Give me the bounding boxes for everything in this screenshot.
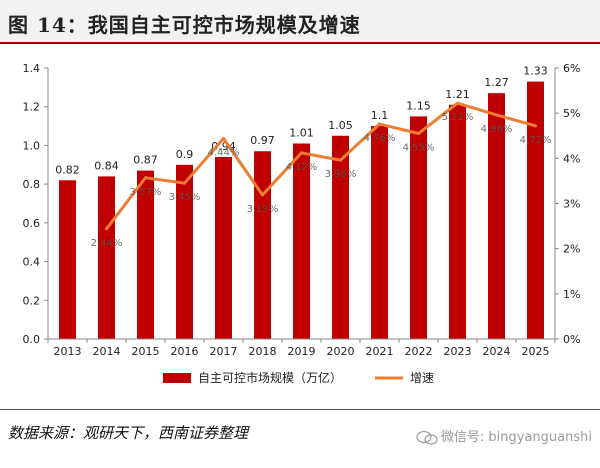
bar-2017 bbox=[215, 157, 232, 339]
growth-point-2024 bbox=[495, 113, 498, 117]
x-tick-label: 2020 bbox=[327, 345, 355, 358]
growth-value-label: 4.55% bbox=[403, 142, 435, 153]
bar-2016 bbox=[176, 164, 193, 339]
growth-value-label: 4.96% bbox=[481, 124, 513, 135]
growth-point-2014 bbox=[105, 227, 108, 231]
y-left-tick-label: 1.0 bbox=[23, 139, 41, 152]
growth-point-2016 bbox=[183, 181, 186, 185]
x-tick-label: 2023 bbox=[444, 345, 472, 358]
bar-2014 bbox=[98, 176, 115, 339]
bar-series bbox=[59, 81, 544, 340]
growth-value-label: 2.44% bbox=[91, 238, 123, 249]
chart-title: 图 14：我国自主可控市场规模及增速 bbox=[8, 13, 361, 37]
growth-value-label: 3.96% bbox=[325, 169, 357, 180]
legend-swatch-bar bbox=[163, 373, 191, 383]
bar-value-label: 0.97 bbox=[250, 134, 275, 147]
growth-value-label: 4.44% bbox=[208, 147, 240, 158]
y-left-tick-label: 0.8 bbox=[23, 178, 41, 191]
y-right-tick-label: 4% bbox=[563, 152, 580, 165]
growth-point-2015 bbox=[144, 176, 147, 180]
growth-point-2025 bbox=[534, 124, 537, 128]
y-right-tick-label: 1% bbox=[563, 288, 580, 301]
bar-value-label: 0.9 bbox=[176, 148, 194, 161]
line-series bbox=[105, 101, 537, 231]
line-value-labels: 2.44% 3.57% 3.45% 4.44% 3.19% 4.12% 3.96% 4.76%… bbox=[91, 112, 552, 249]
bar-2019 bbox=[293, 143, 310, 339]
y-right-tick-label: 5% bbox=[563, 107, 580, 120]
x-tick-label: 2024 bbox=[483, 345, 511, 358]
x-tick-label: 2019 bbox=[288, 345, 316, 358]
bar-2018 bbox=[254, 151, 271, 339]
y-left-tick-label: 0.2 bbox=[23, 294, 41, 307]
x-tick-label: 2025 bbox=[522, 345, 550, 358]
bar-2025 bbox=[527, 81, 544, 340]
legend: 自主可控市场规模（万亿） 增速 bbox=[163, 370, 434, 385]
bar-value-label: 1.27 bbox=[484, 76, 509, 89]
bar-2015 bbox=[137, 170, 154, 339]
growth-point-2019 bbox=[300, 151, 303, 155]
growth-value-label: 3.57% bbox=[130, 187, 162, 198]
bar-value-label: 0.84 bbox=[94, 159, 119, 172]
bar-2022 bbox=[410, 116, 427, 340]
x-tick-label: 2013 bbox=[54, 345, 82, 358]
y-left-tick-label: 0.4 bbox=[23, 256, 41, 269]
title-bar: 图 14：我国自主可控市场规模及增速 bbox=[0, 0, 600, 44]
bar-2021 bbox=[371, 126, 388, 339]
growth-line bbox=[105, 101, 536, 230]
x-tick-label: 2014 bbox=[93, 345, 121, 358]
legend-label-bar: 自主可控市场规模（万亿） bbox=[198, 370, 342, 385]
y-right-tick-label: 3% bbox=[563, 198, 580, 211]
y-left-tick-label: 1.4 bbox=[23, 62, 41, 75]
growth-value-label: 4.12% bbox=[286, 162, 318, 173]
source-note: 数据来源：观研天下，西南证券整理 bbox=[8, 424, 249, 442]
x-tick-label: 2016 bbox=[171, 345, 199, 358]
x-tick-label: 2017 bbox=[210, 345, 238, 358]
y-right-tick-label: 6% bbox=[563, 62, 580, 75]
bar-value-label: 1.01 bbox=[289, 126, 314, 139]
growth-value-label: 3.45% bbox=[169, 192, 201, 203]
footer-rule bbox=[0, 409, 600, 410]
growth-value-label: 4.76% bbox=[364, 133, 396, 144]
x-tick-label: 2022 bbox=[405, 345, 433, 358]
growth-point-2020 bbox=[339, 158, 342, 162]
bar-value-label: 1.33 bbox=[523, 65, 548, 78]
bar-value-label: 1.05 bbox=[328, 119, 353, 132]
growth-point-2023 bbox=[456, 101, 459, 105]
growth-point-2022 bbox=[417, 131, 420, 135]
growth-point-2021 bbox=[378, 122, 381, 126]
bar-2023 bbox=[449, 104, 466, 340]
bar-2024 bbox=[488, 93, 505, 340]
y-axis-right: 0% 1% 2% 3% 4% 5% 6% bbox=[554, 62, 580, 346]
bar-2020 bbox=[332, 135, 349, 339]
bar-value-label: 1.1 bbox=[371, 109, 389, 122]
x-tick-label: 2018 bbox=[249, 345, 277, 358]
y-left-tick-label: 0.6 bbox=[23, 217, 41, 230]
x-tick-label: 2021 bbox=[366, 345, 394, 358]
bar-value-label: 1.15 bbox=[406, 99, 431, 112]
x-tick-label: 2015 bbox=[132, 345, 160, 358]
chart: 0.00.20.40.60.81.01.21.4 0%1%2%3%4%5%6% … bbox=[23, 62, 581, 385]
watermark: 微信号: bingyanguanshi bbox=[416, 426, 592, 445]
bar-value-label: 1.21 bbox=[445, 88, 470, 101]
bar-2013 bbox=[59, 180, 76, 339]
y-right-tick-label: 0% bbox=[563, 333, 580, 346]
y-right-tick-label: 2% bbox=[563, 243, 580, 256]
growth-value-label: 4.72% bbox=[520, 135, 552, 146]
growth-value-label: 3.19% bbox=[247, 204, 279, 215]
x-axis: 2013 2014 2015 2016 2017 2018 2019 2020 2021 2022… bbox=[47, 338, 556, 358]
legend-label-line: 增速 bbox=[410, 371, 434, 385]
bar-value-label: 0.82 bbox=[55, 163, 80, 176]
growth-point-2018 bbox=[261, 193, 264, 197]
growth-value-label: 5.22% bbox=[442, 112, 474, 123]
y-axis-left: 0.0 0.2 0.4 0.6 0.8 1.0 1.2 1.4 bbox=[23, 62, 49, 346]
growth-point-2017 bbox=[222, 136, 225, 140]
y-left-tick-label: 0.0 bbox=[23, 333, 41, 346]
watermark-text: 微信号: bingyanguanshi bbox=[440, 430, 592, 445]
bar-value-label: 0.87 bbox=[133, 154, 158, 167]
wechat-icon bbox=[416, 430, 438, 445]
y-left-tick-label: 1.2 bbox=[23, 101, 41, 114]
